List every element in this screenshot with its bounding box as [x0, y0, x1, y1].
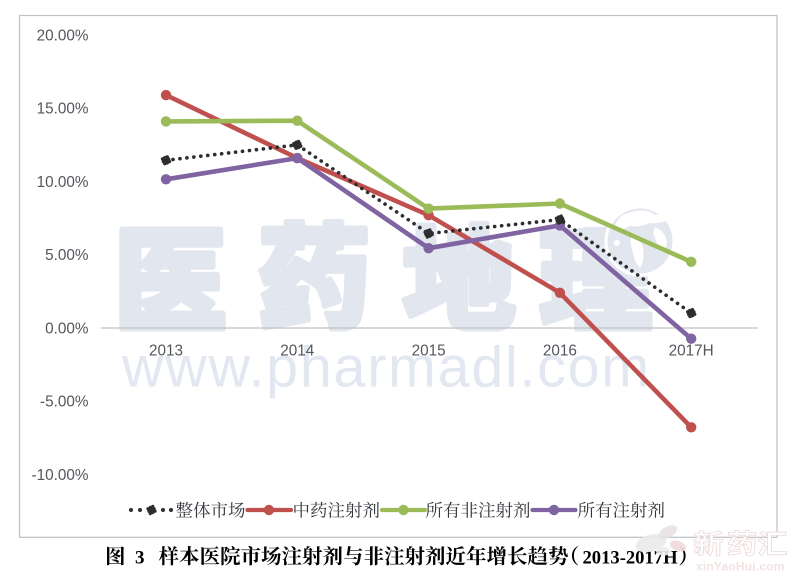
svg-text:xinYaoHui.com: xinYaoHui.com — [696, 560, 785, 574]
svg-text:15.00%: 15.00% — [37, 101, 89, 118]
svg-text:10.00%: 10.00% — [37, 174, 89, 191]
svg-text:2016: 2016 — [543, 343, 577, 360]
svg-text:2013-2017H: 2013-2017H — [583, 548, 679, 569]
svg-text:2013: 2013 — [149, 343, 183, 360]
svg-text:-10.00%: -10.00% — [32, 467, 89, 484]
svg-text:2014: 2014 — [280, 343, 315, 360]
svg-text:20.00%: 20.00% — [37, 27, 89, 44]
svg-text:2017H: 2017H — [669, 343, 714, 360]
svg-text:0.00%: 0.00% — [45, 320, 89, 337]
svg-text:3: 3 — [135, 548, 145, 569]
svg-text:5.00%: 5.00% — [45, 247, 89, 264]
svg-text:www.pharmadl.com: www.pharmadl.com — [121, 336, 651, 400]
svg-text:-5.00%: -5.00% — [40, 394, 89, 411]
svg-text:2015: 2015 — [412, 343, 446, 360]
